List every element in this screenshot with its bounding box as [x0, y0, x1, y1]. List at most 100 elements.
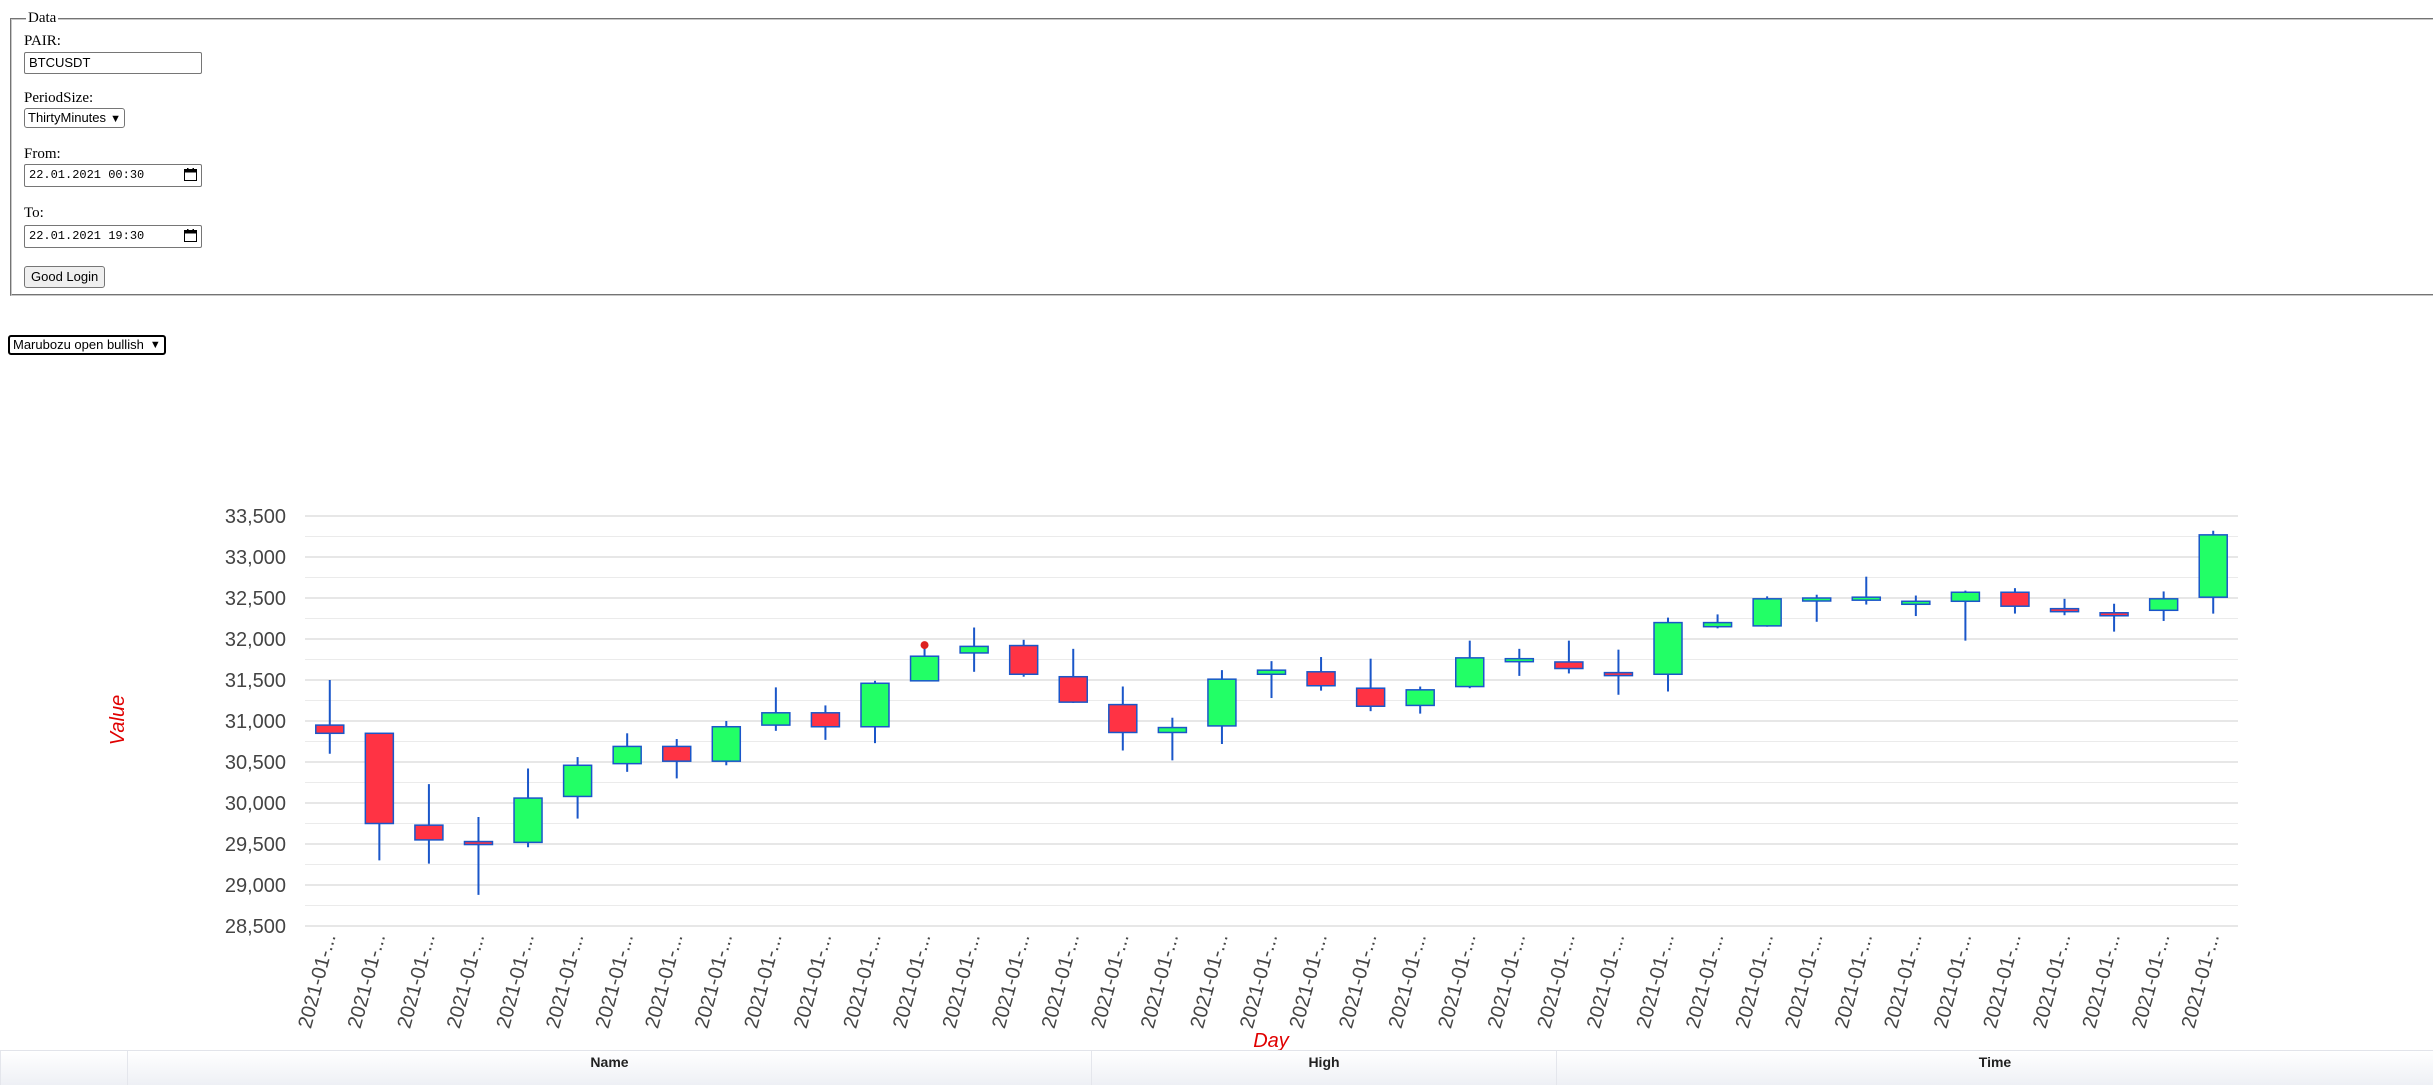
candle-body-bearish: [463, 840, 494, 846]
candle: [2000, 588, 2030, 614]
x-tick-label: 2021-01-...: [1930, 932, 1976, 1031]
calendar-icon[interactable]: [184, 168, 197, 181]
pair-input[interactable]: BTCUSDT: [24, 52, 202, 74]
candle-body-bullish: [1207, 678, 1237, 727]
candle: [1355, 658, 1386, 712]
from-datetime-input[interactable]: 22.01.2021 00:30: [24, 164, 202, 187]
grid-header-name[interactable]: Name: [127, 1051, 1091, 1085]
x-tick-label: 2021-01-...: [1484, 932, 1530, 1031]
x-tick-label: 2021-01-...: [2029, 932, 2075, 1031]
pattern-select-value: Marubozu open bullish: [13, 337, 144, 352]
x-tick-label: 2021-01-...: [790, 932, 836, 1031]
candle-body-bullish: [1455, 657, 1485, 688]
from-datetime-value: 22.01.2021 00:30: [29, 168, 145, 182]
chevron-down-icon: ▼: [110, 113, 122, 125]
candle: [1653, 617, 1683, 692]
x-tick-label: 2021-01-...: [740, 932, 786, 1031]
candle-body-bullish: [1256, 669, 1287, 676]
candle: [2148, 591, 2179, 621]
good-login-button[interactable]: Good Login: [24, 266, 106, 288]
x-tick-label: 2021-01-...: [1980, 932, 2026, 1031]
candle: [810, 705, 841, 740]
y-tick-label: 33,000: [225, 547, 286, 569]
x-tick-label: 2021-01-...: [1533, 932, 1579, 1031]
x-tick-label: 2021-01-...: [889, 932, 935, 1031]
candle: [315, 680, 345, 754]
candle-body-bearish: [661, 745, 692, 762]
candle-body-bearish: [1108, 703, 1138, 734]
period-size-label: PeriodSize:: [24, 90, 94, 106]
x-tick-label: 2021-01-...: [344, 932, 390, 1031]
candle-body-bullish: [860, 682, 890, 728]
candle-body-bearish: [810, 712, 841, 728]
candle: [364, 732, 395, 861]
candle: [1702, 614, 1733, 629]
candle: [1950, 590, 1981, 641]
candle: [1851, 576, 1882, 605]
candle-body-bullish: [1752, 598, 1782, 627]
x-tick-label: 2021-01-...: [443, 932, 489, 1031]
candle-body-bearish: [414, 824, 444, 841]
x-tick-label: 2021-01-...: [1880, 932, 1926, 1031]
y-axis-title: Value: [107, 695, 129, 745]
y-tick-label: 33,500: [225, 506, 286, 528]
gridlines: [305, 515, 2238, 927]
x-tick-label: 2021-01-...: [988, 932, 1034, 1031]
candle: [2198, 530, 2228, 614]
candle-body-bearish: [364, 732, 395, 825]
candle-body-bullish: [1653, 621, 1683, 676]
candle: [1207, 670, 1237, 744]
x-tick-label: 2021-01-...: [641, 932, 687, 1031]
x-tick-label: 2021-01-...: [493, 932, 539, 1031]
candle-body-bullish: [1901, 600, 1931, 606]
x-tick-label: 2021-01-...: [1186, 932, 1232, 1031]
candle: [562, 757, 593, 819]
x-tick-label: 2021-01-...: [542, 932, 588, 1031]
candle-body-bullish: [1702, 621, 1733, 628]
chevron-down-icon: ▼: [149, 339, 161, 351]
candle: [612, 733, 642, 772]
y-tick-label: 30,000: [225, 793, 286, 815]
candle: [1306, 657, 1336, 691]
candle-body-bullish: [1504, 657, 1535, 663]
x-tick-label: 2021-01-...: [691, 932, 737, 1031]
candle-body-bullish: [2198, 534, 2228, 598]
candle-body-bullish: [1405, 689, 1435, 707]
x-tick-label: 2021-01-...: [393, 932, 439, 1031]
y-tick-label: 32,000: [225, 629, 286, 651]
candle: [2099, 603, 2129, 632]
x-tick-label: 2021-01-...: [2178, 932, 2224, 1031]
y-tick-label: 32,500: [225, 588, 286, 610]
period-size-select[interactable]: ThirtyMinutes ▼: [24, 108, 126, 128]
grid-header-time[interactable]: Time: [1556, 1051, 2433, 1085]
y-tick-label: 31,500: [225, 670, 286, 692]
candle: [1058, 648, 1088, 703]
pair-label: PAIR:: [24, 33, 61, 49]
to-datetime-input[interactable]: 22.01.2021 19:30: [24, 225, 202, 248]
candle-body-bearish: [2099, 612, 2129, 617]
candle: [414, 784, 444, 864]
grid-header-high[interactable]: High: [1091, 1051, 1556, 1085]
candle: [1405, 686, 1435, 714]
candle-body-bearish: [1008, 644, 1039, 676]
candle-body-bearish: [1306, 671, 1336, 687]
x-tick-label: 2021-01-...: [592, 932, 638, 1031]
candle: [513, 768, 543, 848]
to-datetime-value: 22.01.2021 19:30: [29, 229, 145, 243]
candle-body-bearish: [1603, 671, 1634, 677]
pattern-select[interactable]: Marubozu open bullish ▼: [8, 335, 166, 355]
x-tick-label: 2021-01-...: [1434, 932, 1480, 1031]
x-tick-label: 2021-01-...: [1236, 932, 1282, 1031]
candle-body-bearish: [2049, 607, 2080, 613]
candle-body-bearish: [315, 724, 345, 735]
candle: [1901, 595, 1931, 617]
candle: [860, 680, 890, 744]
grid-header-spacer: [0, 1051, 127, 1085]
candlestick-chart: 33,500 33,000 32,500 32,000 31,500 31,000 30,5…: [107, 506, 2238, 1050]
candle-body-bullish: [612, 745, 642, 765]
candle-body-bullish: [909, 655, 940, 682]
candle-body-bullish: [711, 725, 742, 762]
candle: [1603, 649, 1634, 695]
y-tick-label: 28,500: [225, 916, 286, 938]
calendar-icon[interactable]: [184, 229, 197, 242]
